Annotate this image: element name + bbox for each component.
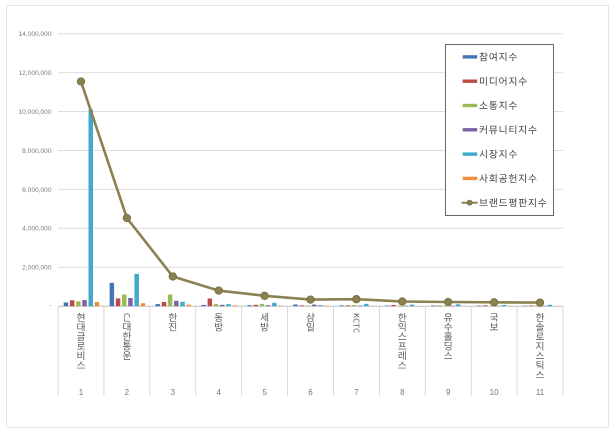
svg-text:-: - (49, 303, 51, 310)
svg-text:12,000,000: 12,000,000 (18, 70, 51, 77)
svg-text:3: 3 (171, 388, 176, 397)
svg-text:10,000,000: 10,000,000 (18, 109, 51, 116)
svg-text:6,000,000: 6,000,000 (22, 187, 52, 194)
svg-text:2: 2 (125, 388, 130, 397)
svg-text:1: 1 (79, 388, 84, 397)
svg-text:4,000,000: 4,000,000 (22, 226, 52, 233)
svg-text:9: 9 (446, 388, 451, 397)
svg-text:7: 7 (354, 388, 359, 397)
svg-text:8,000,000: 8,000,000 (22, 148, 52, 155)
svg-text:14,000,000: 14,000,000 (18, 31, 51, 38)
svg-text:2,000,000: 2,000,000 (22, 265, 52, 272)
svg-text:6: 6 (308, 388, 313, 397)
svg-text:5: 5 (262, 388, 267, 397)
svg-text:10: 10 (490, 388, 499, 397)
svg-text:4: 4 (216, 388, 221, 397)
svg-text:8: 8 (400, 388, 405, 397)
svg-text:11: 11 (536, 388, 545, 397)
